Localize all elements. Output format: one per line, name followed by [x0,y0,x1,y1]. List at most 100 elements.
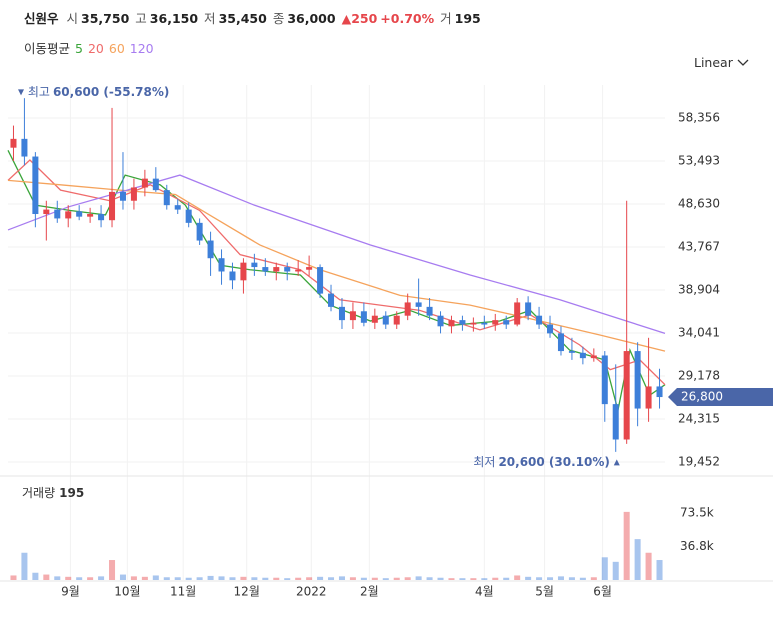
candle-body [404,302,411,316]
quote-value: 36,000 [287,11,336,26]
candle-body [185,209,192,223]
candle-body [163,190,170,206]
x-tick-label: 2022 [296,585,327,599]
ma-line [7,174,666,335]
volume-bar [54,576,61,580]
volume-bar [349,577,356,580]
volume-bar [371,577,378,580]
volume-title: 거래량 195 [22,486,84,500]
high-label: 최고 [28,85,50,99]
volume-bar [360,577,367,580]
volume-bar [284,578,291,580]
volume-bar [557,576,564,580]
ma-line [7,179,666,352]
volume-bar [514,575,521,580]
candle-body [612,404,619,440]
candle-body [426,306,433,316]
y-tick-label: 19,452 [678,455,720,469]
x-tick-label: 9월 [61,585,80,599]
candle-body [141,178,148,188]
candle-body [338,306,345,321]
volume-bar [152,575,159,580]
x-tick-label: 4월 [475,585,494,599]
volume-bar [568,577,575,580]
ma-legend-item: 120 [129,41,154,56]
candle-body [579,352,586,359]
candle-body [54,209,61,219]
candle-body [98,214,105,221]
volume-bar [623,511,630,580]
candle-body [152,178,159,191]
candle-body [240,262,247,281]
quote-label: 거 [440,11,452,26]
volume-bar [404,577,411,580]
volume-bar [229,577,236,580]
y-tick-label: 24,315 [678,412,720,426]
volume-bar [185,577,192,580]
chevron [737,59,749,66]
y-tick-label: 48,630 [678,197,720,211]
volume-bar [141,576,148,580]
volume-bar [656,560,663,580]
y-tick-label: 34,041 [678,326,720,340]
last-price-label: 26,800 [681,390,723,404]
candle-body [65,211,72,219]
volume-bar [536,577,543,580]
candle-body [10,138,17,148]
volume-bar [21,552,28,580]
volume-bar [525,576,532,580]
volume-bar [382,578,389,580]
candle-body [492,320,499,325]
candle-body [415,302,422,307]
volume-bar [251,577,258,580]
volume-bar [503,577,510,580]
candle-body [262,267,269,272]
quote-value: 195 [454,11,481,26]
volume-bar [262,577,269,580]
volume-bar [76,577,83,580]
scale-menu-label[interactable]: Linear [694,55,733,70]
candle-body [32,156,39,215]
x-tick-label: 2월 [360,585,379,599]
volume-tick-label: 73.5k [680,506,714,520]
low-label: 최저 [473,455,495,469]
candle-body [568,351,575,353]
candle-body [448,320,455,327]
candle-body [21,138,28,157]
y-tick-label: 53,493 [678,154,720,168]
volume-tick-label: 36.8k [680,539,714,553]
candle-body [306,267,313,270]
volume-bar [645,552,652,580]
candle-body [547,324,554,334]
x-tick-label: 5월 [535,585,554,599]
high-text: 60,600 (-55.78%) [53,85,169,99]
candle-body [360,311,367,323]
change-pct: +0.70% [380,11,435,26]
volume-bar [130,576,137,580]
volume-bar [218,576,225,580]
low-text: 20,600 (30.10%) [498,455,609,469]
candle-body [557,333,564,352]
volume-bar [437,577,444,580]
scale-menu[interactable]: Linear [694,55,749,70]
candle-body [623,351,630,440]
volume-bar [612,561,619,580]
y-tick-label: 29,178 [678,369,720,383]
volume-bar [492,577,499,580]
volume-bar [87,577,94,580]
quote-label: 저 [204,11,216,26]
volume-bar [601,557,608,580]
candle-body [119,191,126,201]
candle-body [295,269,302,272]
volume-bar [426,577,433,580]
quote-value: 36,150 [149,11,199,26]
volume-bar [240,576,247,580]
candle-body [503,320,510,325]
x-tick-label: 6월 [593,585,612,599]
candle-body [218,258,225,272]
candle-body [536,315,543,325]
quote-value: 35,450 [218,11,267,26]
volume-bar [634,539,641,580]
volume-bar [481,578,488,580]
y-tick-label: 38,904 [678,283,720,297]
